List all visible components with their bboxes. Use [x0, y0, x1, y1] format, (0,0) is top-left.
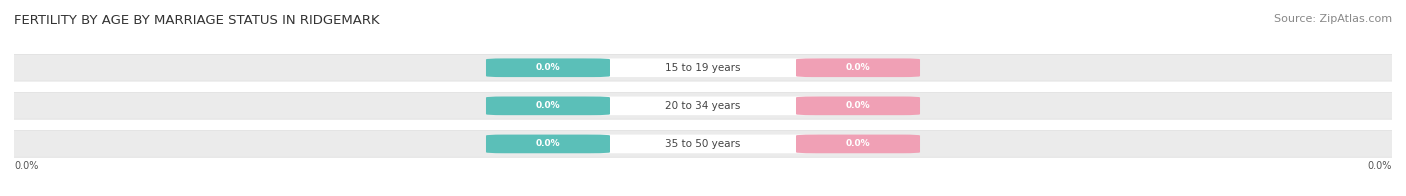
Text: 0.0%: 0.0%: [1368, 161, 1392, 171]
Text: 0.0%: 0.0%: [845, 63, 870, 72]
FancyBboxPatch shape: [582, 135, 824, 153]
FancyBboxPatch shape: [582, 58, 824, 77]
FancyBboxPatch shape: [796, 135, 920, 153]
FancyBboxPatch shape: [0, 93, 1406, 119]
Text: 20 to 34 years: 20 to 34 years: [665, 101, 741, 111]
FancyBboxPatch shape: [0, 131, 1406, 157]
Text: 0.0%: 0.0%: [845, 139, 870, 148]
Text: 0.0%: 0.0%: [536, 139, 561, 148]
Text: Source: ZipAtlas.com: Source: ZipAtlas.com: [1274, 14, 1392, 24]
FancyBboxPatch shape: [796, 58, 920, 77]
FancyBboxPatch shape: [486, 96, 610, 115]
FancyBboxPatch shape: [796, 96, 920, 115]
Text: 0.0%: 0.0%: [845, 101, 870, 110]
FancyBboxPatch shape: [582, 96, 824, 115]
FancyBboxPatch shape: [0, 54, 1406, 81]
Text: 0.0%: 0.0%: [14, 161, 38, 171]
Text: 15 to 19 years: 15 to 19 years: [665, 63, 741, 73]
Text: 0.0%: 0.0%: [536, 101, 561, 110]
Text: FERTILITY BY AGE BY MARRIAGE STATUS IN RIDGEMARK: FERTILITY BY AGE BY MARRIAGE STATUS IN R…: [14, 14, 380, 27]
Text: 35 to 50 years: 35 to 50 years: [665, 139, 741, 149]
Text: 0.0%: 0.0%: [536, 63, 561, 72]
FancyBboxPatch shape: [486, 135, 610, 153]
FancyBboxPatch shape: [486, 58, 610, 77]
